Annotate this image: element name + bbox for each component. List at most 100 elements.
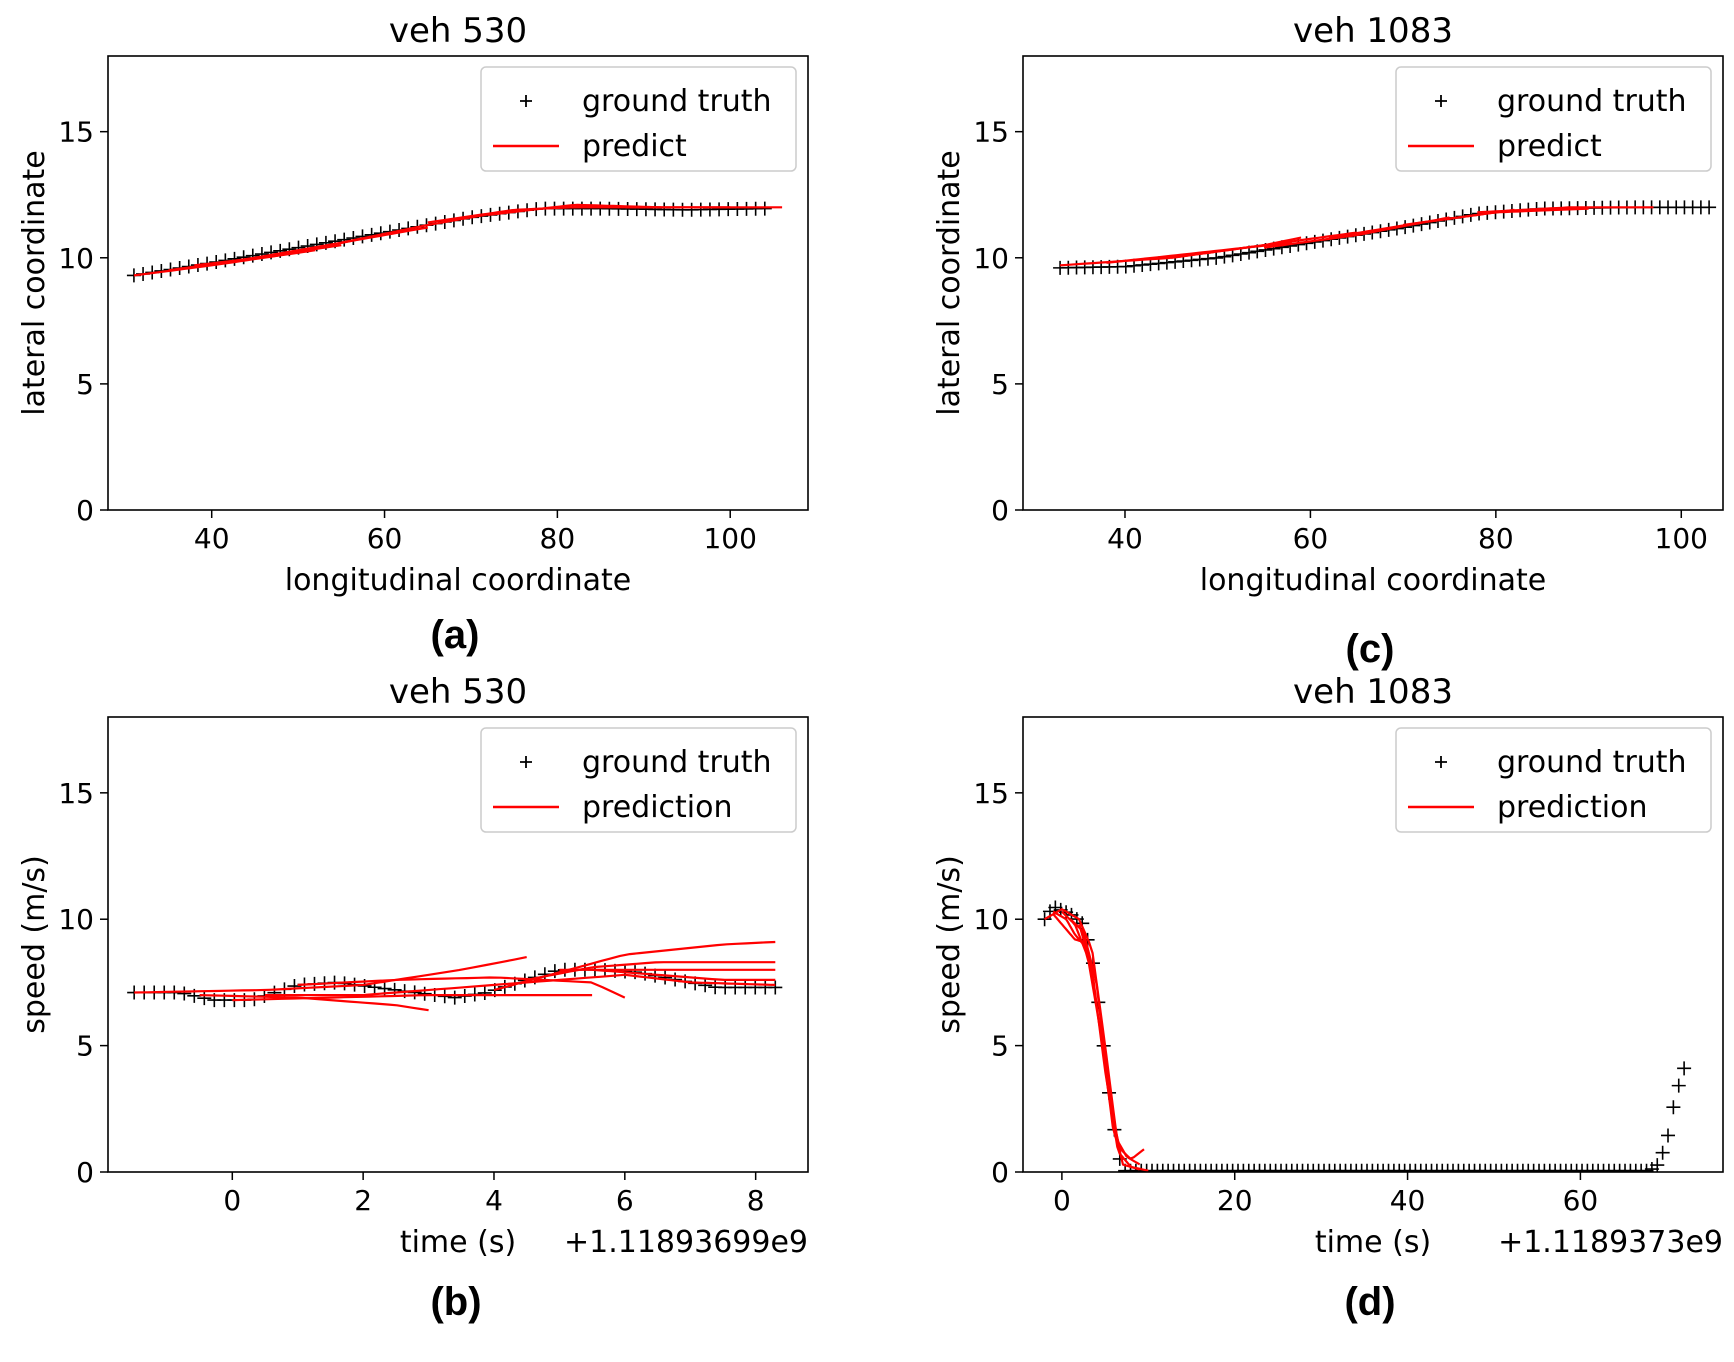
ground-truth-point [1225, 248, 1240, 263]
legend-marker-ground-truth [520, 756, 532, 768]
legend-label-ground-truth: ground truth [1497, 745, 1687, 780]
ground-truth-point [1677, 1061, 1692, 1076]
ground-truth-point [698, 978, 713, 993]
ground-truth-point [1666, 1100, 1681, 1115]
x-axis-label: time (s) [400, 1225, 516, 1260]
legend-marker-ground-truth [520, 95, 532, 107]
ground-truth-point [287, 979, 302, 994]
prediction-line [1477, 206, 1654, 214]
chart-title: veh 1083 [1293, 672, 1453, 712]
y-tick-label: 15 [973, 777, 1009, 810]
chart-title: veh 530 [389, 672, 527, 712]
chart-c: veh 1083 40 60 80 100 0 5 10 15 longitudinal coor… [932, 11, 1724, 598]
ground-truth-point [387, 982, 402, 997]
legend-label-prediction: predict [1497, 129, 1602, 164]
caption-c: (c) [1345, 627, 1395, 671]
caption-d: (d) [1344, 1280, 1396, 1324]
x-tick-label: 100 [703, 522, 756, 555]
ground-truth-point [447, 990, 462, 1005]
legend-box [1395, 727, 1712, 833]
y-tick-label: 5 [76, 368, 94, 401]
x-tick-label: 60 [367, 522, 403, 555]
legend-label-prediction: prediction [1497, 790, 1648, 825]
prediction-line [1052, 910, 1085, 946]
axes-frame [107, 55, 809, 511]
x-tick-label: 2 [354, 1184, 372, 1217]
y-tick-label: 5 [991, 368, 1009, 401]
ground-truth-point [1702, 200, 1717, 215]
y-tick-label: 15 [58, 116, 94, 149]
x-offset-text: +1.11893699e9 [564, 1225, 808, 1260]
prediction-line [232, 994, 593, 1002]
ground-truth-point [1037, 912, 1052, 927]
y-tick-label: 10 [58, 242, 94, 275]
y-axis-label: lateral coordinate [932, 150, 967, 416]
legend-label-ground-truth: ground truth [1497, 84, 1687, 119]
ground-truth-point [1650, 1158, 1665, 1172]
y-tick-label: 0 [76, 1156, 94, 1189]
legend: ground truth predict [480, 66, 797, 172]
ground-truth-point [658, 970, 673, 985]
y-tick-label: 0 [76, 494, 94, 527]
y-axis-label: speed (m/s) [932, 855, 967, 1034]
ground-truth-point [437, 989, 452, 1004]
axes-frame [1022, 55, 1724, 511]
x-axis-label: longitudinal coordinate [1200, 563, 1547, 598]
y-tick-label: 15 [973, 116, 1009, 149]
prediction-line [1402, 207, 1589, 227]
plot-area [127, 940, 783, 1012]
legend: ground truth prediction [1395, 727, 1712, 833]
y-tick-label: 10 [973, 242, 1009, 275]
chart-d: veh 1083 0 20 40 60 0 5 10 15 time (s) speed (m/s)… [932, 672, 1724, 1260]
prediction-line [1044, 908, 1145, 1160]
y-tick-label: 5 [76, 1030, 94, 1063]
y-axis-label: speed (m/s) [17, 855, 52, 1034]
ground-truth-point [346, 231, 361, 246]
prediction-line [297, 976, 626, 999]
chart-b: veh 530 0 2 4 6 8 0 5 10 15 time (s) speed (m/s) +1.… [17, 672, 809, 1260]
prediction-line [1171, 231, 1357, 259]
ground-truth-point [337, 232, 352, 247]
prediction-line [1052, 913, 1084, 944]
x-tick-label: 40 [1107, 522, 1143, 555]
ground-truth-point [236, 250, 251, 265]
x-tick-label: 8 [747, 1184, 765, 1217]
prediction-line [526, 961, 776, 981]
ground-truth-point [1661, 1128, 1676, 1143]
prediction-line [624, 973, 776, 986]
x-tick-label: 80 [540, 522, 576, 555]
x-tick-label: 40 [1390, 1184, 1426, 1217]
plot-area [1037, 900, 1692, 1172]
plot-area [1053, 200, 1717, 275]
y-tick-label: 5 [991, 1030, 1009, 1063]
ground-truth-point [1655, 1145, 1670, 1160]
ground-truth-point [757, 201, 772, 216]
y-tick-label: 10 [58, 903, 94, 936]
legend-box [480, 66, 797, 172]
ground-truth-point [768, 980, 783, 995]
legend: ground truth predict [1395, 66, 1712, 172]
x-tick-label: 0 [1053, 1184, 1071, 1217]
x-axis-label: time (s) [1315, 1225, 1431, 1260]
legend-marker-ground-truth [1435, 95, 1447, 107]
x-offset-text: +1.1189373e9 [1498, 1225, 1723, 1260]
ground-truth-point [1671, 1078, 1686, 1093]
x-tick-label: 0 [223, 1184, 241, 1217]
y-tick-label: 0 [991, 494, 1009, 527]
chart-a: veh 530 40 60 80 100 0 5 10 15 longitudinal coord… [17, 11, 809, 598]
x-tick-label: 60 [1563, 1184, 1599, 1217]
ground-truth-point [197, 991, 212, 1006]
ground-truth-point [227, 251, 242, 266]
legend-label-ground-truth: ground truth [582, 84, 772, 119]
y-tick-label: 10 [973, 903, 1009, 936]
ground-truth-point [417, 986, 432, 1001]
ground-truth-point [1217, 249, 1232, 264]
legend-box [1395, 66, 1712, 172]
y-axis-label: lateral coordinate [17, 150, 52, 416]
x-axis-label: longitudinal coordinate [285, 563, 632, 598]
axes-frame [1022, 716, 1724, 1173]
chart-title: veh 1083 [1293, 11, 1453, 51]
ground-truth-point [477, 985, 492, 1000]
y-tick-label: 15 [58, 777, 94, 810]
